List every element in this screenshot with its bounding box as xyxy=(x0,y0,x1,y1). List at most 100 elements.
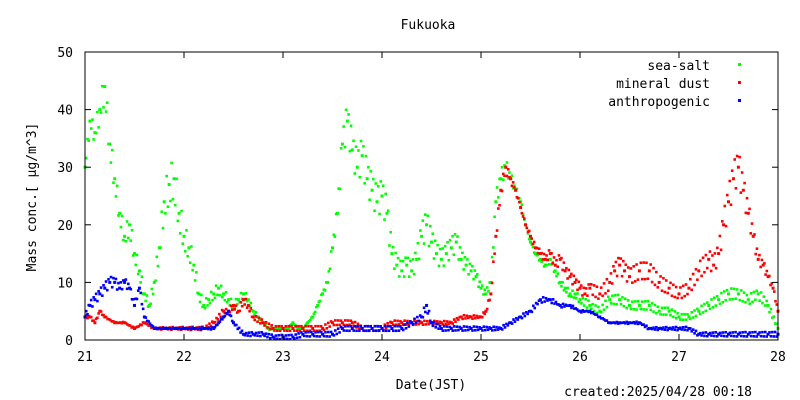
data-point xyxy=(434,252,438,256)
interpolated-point xyxy=(570,306,573,310)
interpolated-point xyxy=(731,331,735,334)
data-point xyxy=(370,188,374,192)
data-point xyxy=(766,332,770,336)
interpolated-point xyxy=(570,295,573,298)
interpolated-point xyxy=(406,321,409,325)
interpolated-point xyxy=(642,323,645,326)
data-point xyxy=(618,298,622,302)
interpolated-point xyxy=(134,263,138,267)
interpolated-point xyxy=(718,234,722,238)
interpolated-point xyxy=(256,320,259,323)
interpolated-point xyxy=(302,334,306,338)
data-point xyxy=(553,269,557,273)
interpolated-point xyxy=(738,298,742,302)
interpolated-point xyxy=(540,260,543,264)
interpolated-point xyxy=(188,261,192,264)
interpolated-point xyxy=(404,326,408,330)
interpolated-point xyxy=(140,323,143,327)
interpolated-point xyxy=(344,108,348,112)
data-point xyxy=(400,269,404,273)
interpolated-point xyxy=(208,301,212,305)
interpolated-point xyxy=(676,296,679,300)
data-point xyxy=(439,326,443,330)
interpolated-point xyxy=(614,321,617,325)
data-point xyxy=(301,326,305,330)
interpolated-point xyxy=(550,252,553,255)
interpolated-point xyxy=(437,322,440,326)
interpolated-point xyxy=(674,316,678,320)
data-point xyxy=(529,240,532,244)
interpolated-point xyxy=(253,318,257,322)
interpolated-point xyxy=(694,329,698,333)
data-point xyxy=(212,292,216,296)
interpolated-point xyxy=(461,329,464,332)
data-point xyxy=(311,332,315,336)
data-point xyxy=(375,200,379,204)
interpolated-point xyxy=(704,331,708,334)
interpolated-point xyxy=(348,323,351,327)
data-point xyxy=(162,326,166,330)
interpolated-point xyxy=(284,324,288,328)
interpolated-point xyxy=(563,305,566,308)
interpolated-point xyxy=(189,327,193,331)
interpolated-point xyxy=(280,324,283,328)
interpolated-point xyxy=(84,156,88,160)
interpolated-point xyxy=(745,196,749,200)
data-point xyxy=(509,321,513,325)
interpolated-point xyxy=(555,274,558,278)
data-point xyxy=(608,298,612,302)
data-point xyxy=(573,280,577,284)
interpolated-point xyxy=(465,314,469,318)
interpolated-point xyxy=(386,321,389,325)
data-point xyxy=(677,292,681,296)
interpolated-point xyxy=(625,306,628,310)
interpolated-point xyxy=(520,211,524,215)
data-point xyxy=(568,275,572,279)
interpolated-point xyxy=(393,319,397,322)
data-point xyxy=(202,326,206,330)
interpolated-point xyxy=(268,327,272,331)
data-point xyxy=(667,309,671,313)
data-point xyxy=(192,263,196,267)
interpolated-point xyxy=(513,320,517,323)
data-point xyxy=(301,332,305,336)
interpolated-point xyxy=(567,268,571,272)
data-point xyxy=(558,303,562,307)
interpolated-point xyxy=(256,334,259,338)
interpolated-point xyxy=(119,225,123,229)
interpolated-point xyxy=(713,296,716,300)
interpolated-point xyxy=(510,322,514,325)
y-axis: 0 10 20 30 40 50 xyxy=(57,46,778,349)
interpolated-point xyxy=(336,327,340,330)
data-point xyxy=(202,303,206,307)
data-point xyxy=(370,326,374,330)
x-tick-label: 28 xyxy=(770,350,786,365)
interpolated-point xyxy=(106,317,109,321)
interpolated-point xyxy=(376,324,380,328)
interpolated-point xyxy=(730,169,734,173)
interpolated-point xyxy=(96,110,99,114)
interpolated-point xyxy=(694,267,698,271)
interpolated-point xyxy=(127,324,131,327)
interpolated-point xyxy=(129,287,133,291)
interpolated-point xyxy=(532,304,535,308)
interpolated-point xyxy=(660,306,664,310)
interpolated-point xyxy=(258,318,261,322)
interpolated-point xyxy=(140,275,144,279)
interpolated-point xyxy=(273,329,276,332)
interpolated-point xyxy=(495,229,499,232)
interpolated-point xyxy=(406,256,410,260)
interpolated-point xyxy=(679,318,682,321)
interpolated-point xyxy=(505,161,509,164)
interpolated-point xyxy=(511,181,515,184)
interpolated-point xyxy=(724,299,727,302)
interpolated-point xyxy=(105,288,109,292)
interpolated-point xyxy=(314,324,317,328)
interpolated-point xyxy=(669,281,672,285)
interpolated-point xyxy=(221,318,224,321)
interpolated-point xyxy=(392,329,395,333)
y-tick-label: 50 xyxy=(57,46,73,61)
interpolated-point xyxy=(126,323,129,326)
interpolated-point xyxy=(92,296,95,299)
interpolated-point xyxy=(769,307,773,311)
